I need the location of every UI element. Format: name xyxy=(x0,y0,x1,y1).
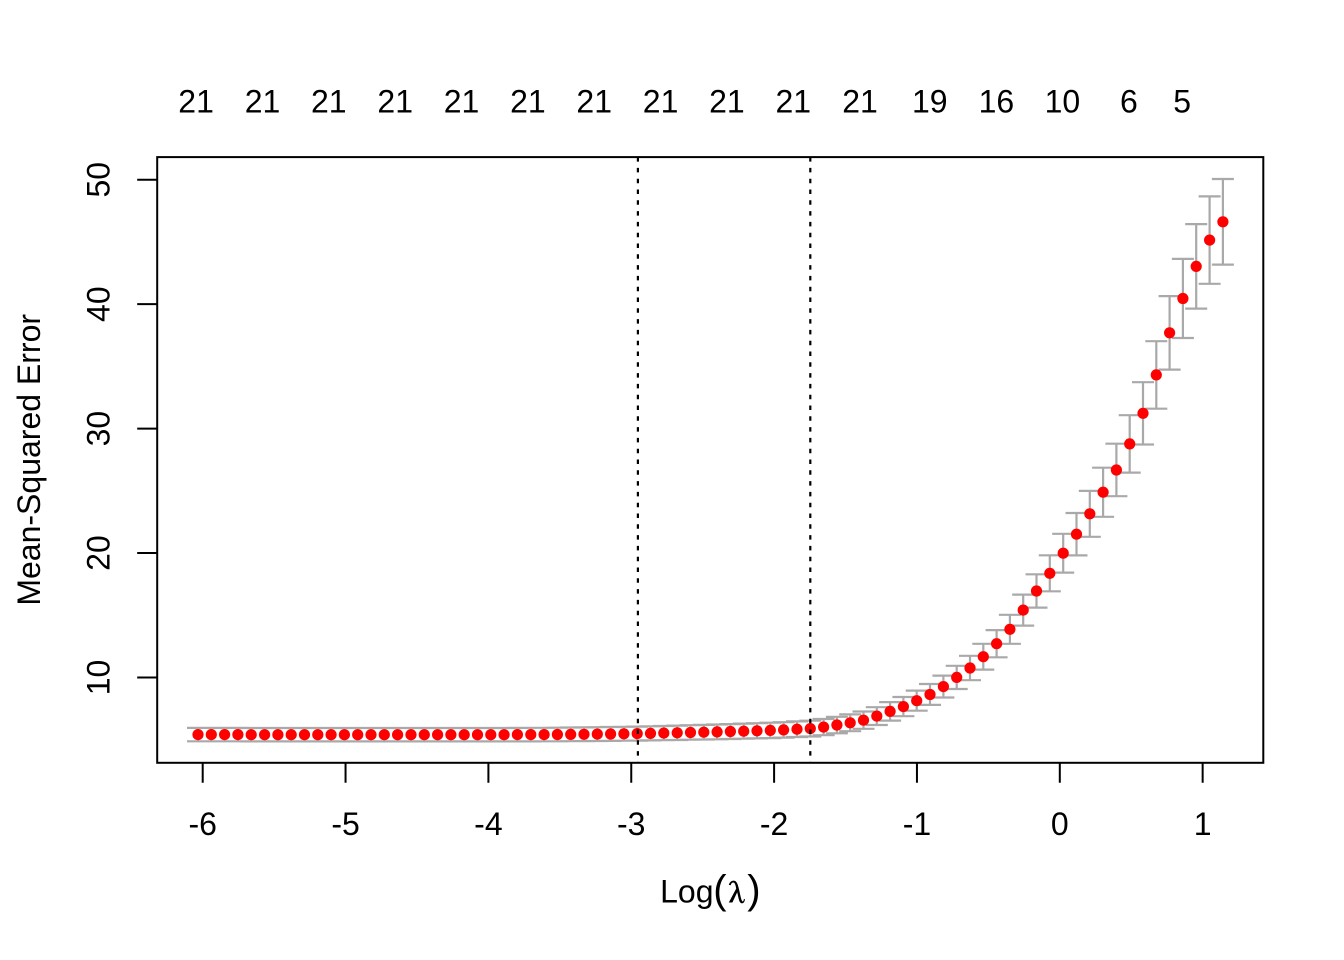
svg-text:21: 21 xyxy=(245,83,281,119)
svg-text:-2: -2 xyxy=(760,806,788,842)
svg-text:21: 21 xyxy=(178,83,214,119)
svg-text:10: 10 xyxy=(81,660,117,696)
svg-text:0: 0 xyxy=(1051,806,1069,842)
svg-text:-6: -6 xyxy=(188,806,216,842)
svg-text:): ) xyxy=(747,868,760,912)
svg-text:-5: -5 xyxy=(331,806,359,842)
svg-text:50: 50 xyxy=(81,162,117,198)
svg-text:20: 20 xyxy=(81,535,117,571)
svg-text:21: 21 xyxy=(709,83,745,119)
svg-text:10: 10 xyxy=(1045,83,1081,119)
svg-text:30: 30 xyxy=(81,411,117,447)
svg-text:40: 40 xyxy=(81,286,117,322)
svg-text:-4: -4 xyxy=(474,806,502,842)
svg-text:5: 5 xyxy=(1173,83,1191,119)
svg-text:Log: Log xyxy=(660,874,713,910)
svg-text:21: 21 xyxy=(510,83,546,119)
svg-text:21: 21 xyxy=(311,83,347,119)
svg-text:6: 6 xyxy=(1120,83,1138,119)
svg-text:21: 21 xyxy=(643,83,679,119)
svg-text:21: 21 xyxy=(842,83,878,119)
svg-text:19: 19 xyxy=(912,83,948,119)
svg-text:21: 21 xyxy=(377,83,413,119)
svg-text:-1: -1 xyxy=(903,806,931,842)
svg-text:1: 1 xyxy=(1194,806,1212,842)
svg-text:(: ( xyxy=(713,868,727,912)
svg-text:21: 21 xyxy=(776,83,812,119)
svg-text:21: 21 xyxy=(444,83,480,119)
svg-text:21: 21 xyxy=(576,83,612,119)
svg-text:16: 16 xyxy=(979,83,1015,119)
svg-text:-3: -3 xyxy=(617,806,645,842)
svg-text:Mean-Squared Error: Mean-Squared Error xyxy=(11,314,47,606)
